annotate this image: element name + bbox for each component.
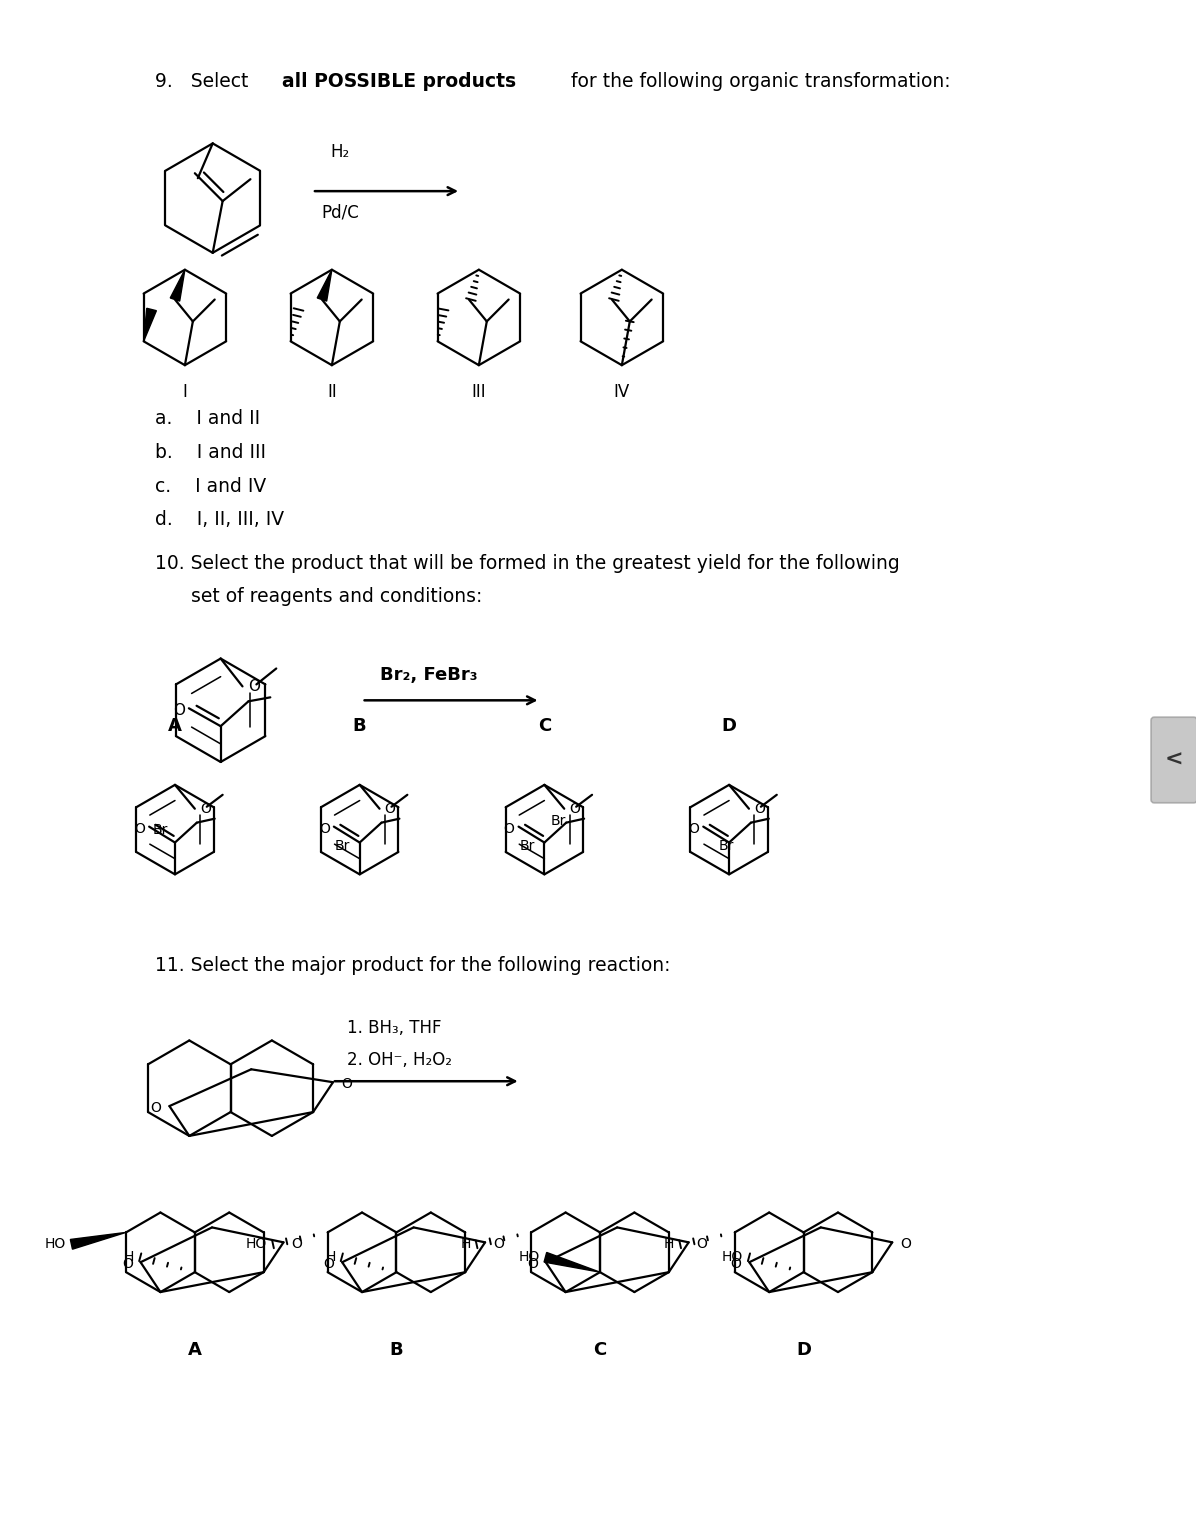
Text: 11. Select the major product for the following reaction:: 11. Select the major product for the fol… bbox=[155, 955, 671, 975]
Text: H: H bbox=[664, 1238, 674, 1252]
Text: O: O bbox=[527, 1258, 538, 1271]
Text: O: O bbox=[121, 1258, 133, 1271]
Text: Br: Br bbox=[335, 838, 350, 854]
Text: D: D bbox=[721, 717, 737, 735]
Text: HO: HO bbox=[721, 1250, 743, 1264]
Text: O: O bbox=[900, 1238, 911, 1252]
Text: O: O bbox=[569, 802, 580, 816]
Text: Pd/C: Pd/C bbox=[320, 204, 359, 222]
Text: O: O bbox=[689, 822, 700, 835]
Text: all POSSIBLE products: all POSSIBLE products bbox=[282, 71, 516, 91]
Text: III: III bbox=[472, 383, 486, 401]
Text: Br: Br bbox=[718, 838, 733, 854]
Text: A: A bbox=[188, 1341, 202, 1360]
Text: <: < bbox=[1165, 750, 1183, 770]
Text: Br: Br bbox=[520, 838, 535, 854]
Text: O: O bbox=[754, 802, 764, 816]
Text: Br: Br bbox=[154, 823, 168, 837]
FancyBboxPatch shape bbox=[1151, 717, 1196, 802]
Text: for the following organic transformation:: for the following organic transformation… bbox=[565, 71, 950, 91]
Text: O: O bbox=[173, 703, 185, 718]
Text: I: I bbox=[182, 383, 187, 401]
Text: O: O bbox=[151, 1101, 162, 1115]
Text: Br₂, FeBr₃: Br₂, FeBr₃ bbox=[379, 665, 478, 684]
Polygon shape bbox=[317, 270, 332, 301]
Text: D: D bbox=[796, 1341, 811, 1360]
Text: C: C bbox=[593, 1341, 607, 1360]
Text: 2. OH⁻, H₂O₂: 2. OH⁻, H₂O₂ bbox=[347, 1051, 451, 1069]
Polygon shape bbox=[170, 270, 185, 301]
Text: H: H bbox=[461, 1238, 470, 1252]
Text: O: O bbox=[341, 1077, 352, 1091]
Text: 10. Select the product that will be formed in the greatest yield for the followi: 10. Select the product that will be form… bbox=[155, 554, 900, 573]
Text: C: C bbox=[538, 717, 551, 735]
Text: H: H bbox=[124, 1250, 134, 1264]
Text: H: H bbox=[325, 1250, 336, 1264]
Text: O: O bbox=[493, 1238, 504, 1252]
Polygon shape bbox=[71, 1232, 126, 1249]
Text: O: O bbox=[199, 802, 211, 816]
Text: O: O bbox=[504, 822, 515, 835]
Text: II: II bbox=[326, 383, 337, 401]
Text: O: O bbox=[323, 1258, 335, 1271]
Text: d.    I, II, III, IV: d. I, II, III, IV bbox=[155, 510, 284, 530]
Text: O: O bbox=[697, 1238, 708, 1252]
Text: O: O bbox=[731, 1258, 742, 1271]
Text: B: B bbox=[390, 1341, 403, 1360]
Text: H₂: H₂ bbox=[330, 143, 349, 161]
Text: O: O bbox=[248, 679, 260, 694]
Text: a.    I and II: a. I and II bbox=[155, 409, 260, 428]
Text: 9.   Select: 9. Select bbox=[155, 71, 254, 91]
Text: b.    I and III: b. I and III bbox=[155, 442, 266, 462]
Text: set of reagents and conditions:: set of reagents and conditions: bbox=[155, 586, 482, 606]
Text: HO: HO bbox=[44, 1238, 66, 1252]
Text: c.    I and IV: c. I and IV bbox=[155, 477, 266, 495]
Text: O: O bbox=[319, 822, 330, 835]
Polygon shape bbox=[544, 1253, 600, 1273]
Text: HO: HO bbox=[518, 1250, 540, 1264]
Text: O: O bbox=[384, 802, 395, 816]
Text: IV: IV bbox=[613, 383, 630, 401]
Text: O: O bbox=[292, 1238, 302, 1252]
Text: Br: Br bbox=[551, 814, 565, 828]
Text: O: O bbox=[134, 822, 145, 835]
Text: A: A bbox=[168, 717, 182, 735]
Text: B: B bbox=[353, 717, 366, 735]
Text: 1. BH₃, THF: 1. BH₃, THF bbox=[347, 1019, 442, 1036]
Text: HO: HO bbox=[246, 1238, 268, 1252]
Polygon shape bbox=[144, 308, 156, 342]
